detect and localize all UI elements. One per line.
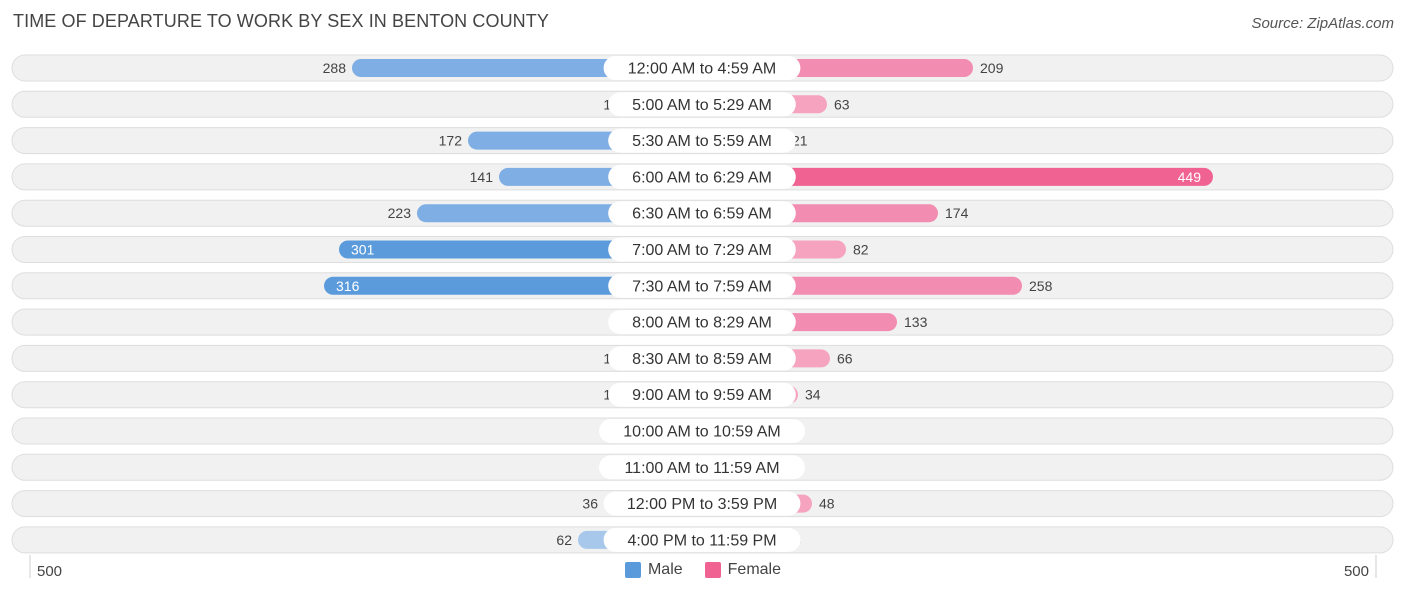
female-value-label: 209 <box>980 60 1004 76</box>
legend-label-male: Male <box>647 561 683 578</box>
male-value-label: 62 <box>556 532 572 548</box>
female-value-label: 174 <box>945 205 969 221</box>
female-bar[interactable] <box>692 167 1213 186</box>
source-label: Source: ZipAtlas.com <box>1251 15 1394 32</box>
category-label: 12:00 AM to 4:59 AM <box>628 61 777 78</box>
category-label-bg <box>608 237 796 262</box>
female-value-label: 82 <box>853 242 869 258</box>
category-label: 12:00 PM to 3:59 PM <box>627 496 777 513</box>
female-value-label: 34 <box>805 387 821 403</box>
category-label-bg <box>603 56 801 80</box>
category-label-bg <box>608 201 796 226</box>
legend-item-male[interactable]: Male <box>624 561 683 579</box>
category-label-bg <box>608 164 796 189</box>
category-label: 9:00 AM to 9:59 AM <box>632 387 772 404</box>
male-value-label: 172 <box>439 133 463 149</box>
male-value-label: 36 <box>582 496 598 512</box>
category-label: 4:00 PM to 11:59 PM <box>627 532 776 549</box>
category-label: 7:00 AM to 7:29 AM <box>632 242 772 259</box>
category-label-bg <box>603 491 801 516</box>
category-label: 5:00 AM to 5:29 AM <box>632 97 772 114</box>
category-label-bg <box>599 455 805 480</box>
category-label-bg <box>608 346 796 371</box>
category-label-bg <box>599 419 805 443</box>
female-value-label: 133 <box>904 314 928 330</box>
female-value-label: 48 <box>819 496 835 512</box>
legend-label-female: Female <box>727 561 782 578</box>
legend: Male Female <box>0 561 1406 579</box>
female-value-label: 21 <box>792 133 808 149</box>
male-value-label: 223 <box>388 205 412 221</box>
axis-left-label: 500 <box>37 563 63 580</box>
category-label: 6:30 AM to 6:59 AM <box>632 206 772 223</box>
category-label-bg <box>608 273 796 298</box>
category-label: 6:00 AM to 6:29 AM <box>632 169 772 186</box>
category-label: 11:00 AM to 11:59 AM <box>624 460 779 477</box>
category-label-bg <box>603 527 801 552</box>
category-label: 10:00 AM to 10:59 AM <box>623 424 780 441</box>
legend-item-female[interactable]: Female <box>704 561 782 579</box>
category-label-bg <box>608 92 796 117</box>
legend-swatch-male <box>624 562 641 578</box>
male-value-label: 141 <box>470 169 494 185</box>
category-label: 7:30 AM to 7:59 AM <box>632 278 772 295</box>
male-value-label: 301 <box>351 242 375 258</box>
category-label: 8:30 AM to 8:59 AM <box>632 351 772 368</box>
axis-right-label: 500 <box>1343 563 1369 580</box>
female-value-label: 258 <box>1029 278 1053 294</box>
category-label: 5:30 AM to 5:59 AM <box>632 133 772 150</box>
female-value-label: 63 <box>834 96 850 112</box>
category-label: 8:00 AM to 8:29 AM <box>632 315 772 332</box>
legend-swatch-female <box>704 562 721 578</box>
category-label-bg <box>608 382 796 407</box>
male-value-label: 316 <box>336 278 360 294</box>
female-value-label: 66 <box>837 350 853 366</box>
male-value-label: 288 <box>323 60 347 76</box>
female-value-label: 449 <box>1178 169 1202 185</box>
category-label-bg <box>608 128 796 153</box>
category-label-bg <box>608 310 796 335</box>
chart-title: TIME OF DEPARTURE TO WORK BY SEX IN BENT… <box>13 11 549 31</box>
